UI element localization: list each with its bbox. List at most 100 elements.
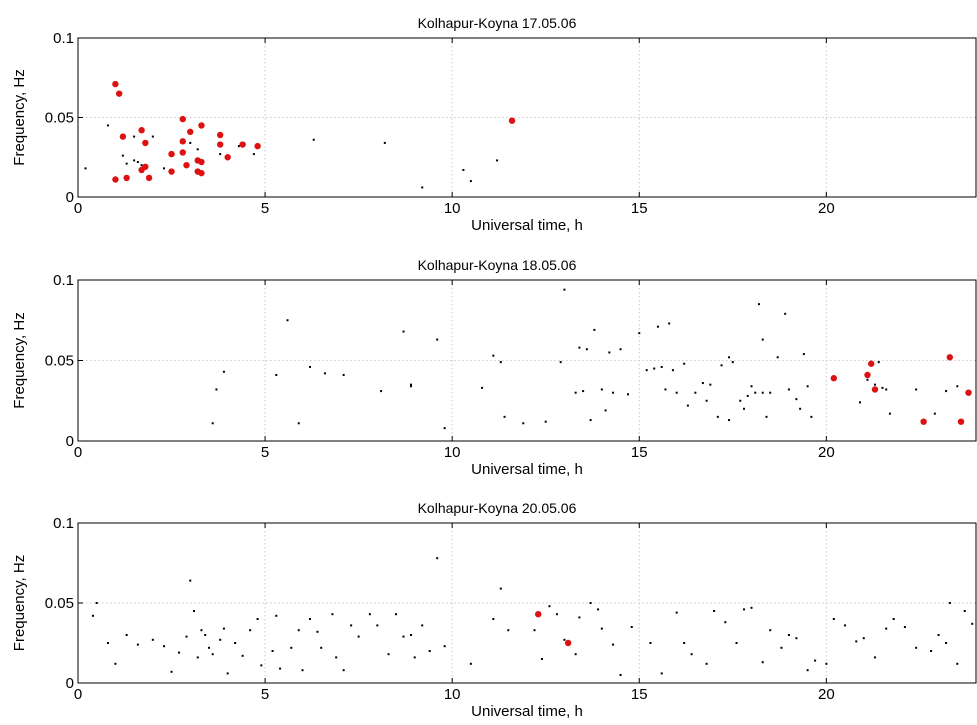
y-axis-label: Frequency, Hz — [11, 69, 28, 165]
series-black — [91, 557, 974, 676]
data-point — [335, 656, 338, 659]
data-point — [207, 646, 210, 649]
x-tick-label: 20 — [818, 444, 835, 461]
data-point — [660, 365, 663, 368]
data-point — [216, 131, 224, 139]
data-point — [185, 635, 188, 638]
data-point — [395, 613, 398, 616]
data-point — [705, 399, 708, 402]
data-point — [746, 394, 749, 397]
data-point — [638, 332, 641, 335]
x-tick-label: 0 — [74, 444, 82, 461]
data-point — [198, 169, 205, 177]
data-point — [971, 622, 974, 625]
data-point — [563, 288, 566, 291]
data-point — [123, 174, 130, 182]
data-point — [630, 626, 633, 628]
data-point — [957, 418, 965, 425]
data-point — [112, 176, 119, 183]
data-point — [750, 606, 753, 609]
data-point — [204, 634, 207, 636]
data-point — [683, 362, 686, 365]
data-point — [350, 624, 353, 627]
x-tick-label: 0 — [74, 200, 82, 217]
data-point — [664, 388, 667, 391]
data-point — [275, 373, 278, 376]
data-point — [945, 390, 948, 393]
data-point — [862, 637, 865, 640]
data-point — [649, 642, 652, 644]
data-point — [151, 638, 154, 641]
data-point — [930, 650, 933, 652]
data-point — [189, 579, 192, 582]
data-point — [600, 388, 603, 391]
data-point — [784, 312, 787, 315]
data-point — [219, 638, 222, 641]
data-point — [428, 650, 431, 652]
data-point — [436, 338, 439, 341]
data-point — [593, 328, 596, 331]
data-point — [492, 354, 495, 357]
data-point — [178, 651, 181, 654]
data-point — [888, 412, 891, 415]
data-point — [499, 361, 502, 364]
data-point — [226, 672, 229, 675]
data-point — [469, 180, 472, 183]
data-point — [713, 610, 716, 612]
data-point — [612, 391, 615, 394]
data-point — [675, 391, 678, 394]
data-point — [597, 608, 600, 611]
data-point — [256, 618, 259, 620]
data-point — [239, 141, 246, 148]
data-point — [873, 383, 876, 386]
data-point — [795, 398, 798, 401]
data-point — [387, 653, 390, 656]
data-point — [380, 390, 383, 393]
data-point — [216, 141, 224, 148]
data-point — [410, 634, 413, 636]
data-point — [866, 378, 869, 381]
x-axis-label: Universal time, h — [471, 461, 583, 478]
y-tick-label: 0.05 — [45, 353, 74, 370]
data-point — [728, 419, 731, 422]
data-point — [503, 415, 506, 418]
data-point — [585, 348, 588, 351]
data-point — [686, 404, 689, 407]
chart-title: Kolhapur-Koyna 17.05.06 — [418, 15, 577, 31]
data-point — [885, 627, 888, 630]
data-point — [443, 645, 446, 648]
data-point — [814, 659, 817, 662]
data-point — [95, 602, 98, 604]
data-point — [222, 627, 225, 630]
data-point — [189, 141, 192, 144]
data-point — [694, 391, 697, 394]
x-tick-label: 15 — [631, 686, 648, 703]
data-point — [115, 90, 123, 97]
data-point — [198, 158, 205, 166]
data-point — [705, 662, 708, 665]
data-point — [799, 407, 802, 410]
data-point — [612, 643, 615, 646]
data-point — [965, 389, 972, 396]
data-point — [574, 391, 577, 394]
data-point — [757, 303, 760, 306]
data-point — [780, 646, 783, 649]
chart-panel-1: 0 5 10 15 20 0 0.05 0.1 Kolhapur-Koyna 17.05.06 U… — [11, 15, 977, 234]
data-point — [892, 618, 895, 620]
data-point — [297, 422, 300, 425]
data-point — [548, 605, 551, 608]
data-point — [133, 159, 136, 162]
data-point — [945, 642, 948, 644]
data-point — [933, 412, 936, 415]
chart-title: Kolhapur-Koyna 20.05.06 — [418, 500, 577, 516]
data-point — [578, 346, 581, 349]
data-point — [168, 168, 175, 175]
series-black — [211, 288, 959, 430]
data-point — [297, 629, 300, 632]
data-point — [701, 382, 704, 385]
data-point — [660, 672, 663, 675]
data-point — [183, 162, 190, 169]
data-point — [761, 391, 764, 394]
data-point — [656, 325, 659, 328]
